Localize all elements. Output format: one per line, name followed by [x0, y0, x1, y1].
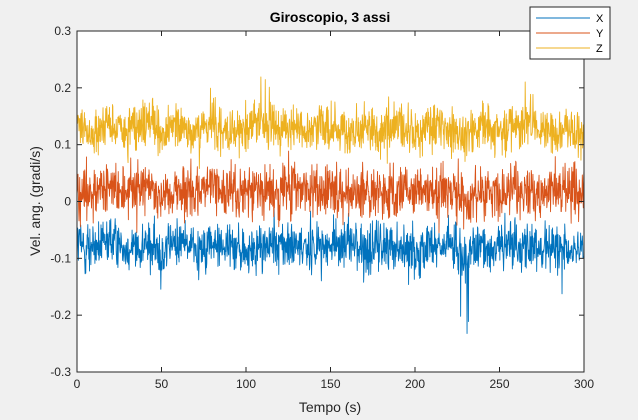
series-line-x: [76, 203, 585, 334]
legend-label-y: Y: [596, 28, 604, 40]
x-axis-label: Tempo (s): [299, 399, 361, 415]
y-tick-label: -0.3: [50, 365, 71, 379]
legend-label-x: X: [596, 13, 604, 25]
x-tick-label: 100: [236, 377, 256, 391]
x-tick-label: 150: [320, 377, 340, 391]
y-axis-label: Vel. ang. (gradi/s): [27, 146, 43, 256]
legend-label-z: Z: [596, 43, 603, 55]
legend[interactable]: X Y Z: [529, 6, 611, 60]
x-tick-label: 300: [574, 377, 594, 391]
y-tick-label: 0: [64, 195, 71, 209]
series-line-y: [76, 150, 585, 234]
x-tick-label: 200: [405, 377, 425, 391]
y-tick-label: -0.2: [50, 308, 71, 322]
x-tick-label: 250: [489, 377, 509, 391]
y-tick-label: 0.3: [54, 24, 71, 38]
y-tick-label: 0.1: [54, 138, 71, 152]
y-tick-label: -0.1: [50, 251, 71, 265]
series-layer: [76, 76, 585, 334]
y-tick-label: 0.2: [54, 81, 71, 95]
chart-title: Giroscopio, 3 assi: [270, 9, 391, 25]
x-tick-label: 0: [74, 377, 81, 391]
x-tick-label: 50: [155, 377, 169, 391]
series-line-z: [76, 76, 585, 169]
ticks-layer: 0 50 100 150 200 250 300 0.3 0.2 0.1 0 -0.1 -0.2 -0.3: [50, 24, 594, 391]
